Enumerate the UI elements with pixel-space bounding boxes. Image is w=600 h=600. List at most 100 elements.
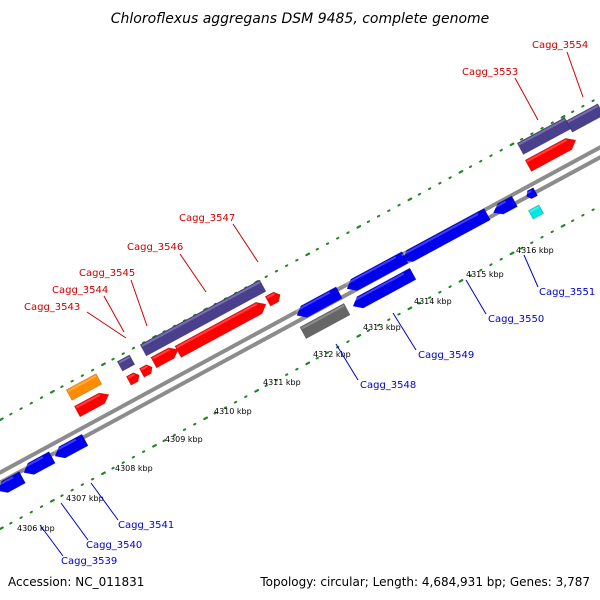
lower-track-dot	[356, 334, 362, 338]
kbp-tick-label: 4315 kbp	[466, 270, 504, 279]
lower-track-dot	[530, 241, 534, 245]
lower-track-dot	[295, 367, 299, 371]
kbp-tick-label: 4308 kbp	[115, 464, 153, 473]
upper-track-dot	[141, 341, 146, 345]
kbp-tick-label: 4309 kbp	[165, 435, 203, 444]
upper-track-dot	[315, 247, 319, 251]
lower-track-dot	[0, 526, 4, 531]
upper-track-dot	[264, 275, 268, 279]
leader-line	[39, 524, 64, 557]
lower-track-dot	[376, 323, 381, 327]
upper-track-dot	[387, 209, 391, 213]
upper-track-dot	[295, 258, 299, 262]
upper-track-dot	[570, 110, 575, 114]
upper-track-dot	[366, 220, 371, 224]
lower-track-dot	[203, 416, 209, 421]
leader-line	[86, 311, 127, 339]
upper-track-dot	[325, 242, 330, 246]
gene-label-cagg-3550[interactable]: Cagg_3550	[488, 314, 544, 325]
lower-track-dot	[213, 411, 217, 415]
lower-track-dot	[417, 301, 422, 305]
upper-track-dot	[274, 269, 279, 273]
gene-label-cagg-3546[interactable]: Cagg_3546	[127, 242, 183, 253]
lower-track-dot	[9, 521, 13, 525]
upper-track-dot	[305, 252, 311, 257]
lower-track-dot	[274, 378, 279, 382]
gene-features	[0, 103, 600, 493]
gene-label-cagg-3548[interactable]: Cagg_3548	[360, 380, 416, 391]
lower-track-dot	[131, 455, 136, 459]
gene-orange-block	[65, 373, 103, 401]
upper-track-dot	[29, 401, 33, 405]
gene-cagg-3551-block	[525, 187, 538, 200]
gene-red-block-e	[174, 302, 267, 358]
lower-track-dot	[458, 279, 464, 283]
lower-track-dot	[468, 274, 473, 278]
upper-track-dot	[468, 165, 473, 169]
upper-track-dot	[427, 187, 432, 191]
upper-track-dot	[376, 214, 381, 218]
gene-red-block-b	[126, 372, 140, 386]
upper-track-dot	[591, 99, 595, 103]
lower-track-dot	[90, 477, 95, 481]
upper-track-dot	[60, 385, 64, 389]
lower-track-dot	[121, 461, 125, 465]
upper-track-dot	[530, 132, 534, 136]
lower-track-dot	[223, 406, 228, 410]
leader-line	[60, 502, 89, 541]
gene-red-block-f	[264, 291, 281, 307]
lower-track-dot	[581, 213, 585, 217]
gene-label-cagg-3553[interactable]: Cagg_3553	[462, 67, 518, 78]
gene-label-cagg-3551[interactable]: Cagg_3551	[539, 287, 595, 298]
gene-label-cagg-3539[interactable]: Cagg_3539	[61, 556, 117, 567]
gene-label-cagg-3541[interactable]: Cagg_3541	[118, 520, 174, 531]
upper-track-dot	[509, 142, 515, 147]
lower-track-dot	[39, 505, 44, 509]
upper-track-dot	[407, 197, 413, 202]
lower-track-dot	[499, 257, 503, 261]
genome-summary-text: Topology: circular; Length: 4,684,931 bp…	[259, 575, 590, 589]
upper-track-dot	[19, 407, 23, 411]
gene-label-cagg-3554[interactable]: Cagg_3554	[532, 40, 588, 51]
upper-track-dot	[0, 417, 4, 422]
lower-track-dot	[141, 450, 146, 454]
leader-line	[130, 279, 148, 327]
kbp-tick-label: 4312 kbp	[313, 350, 351, 359]
upper-track-dot	[519, 137, 524, 141]
gene-cagg-3540-block	[22, 451, 56, 475]
lower-track-dot	[193, 422, 197, 426]
upper-track-dot	[448, 176, 452, 180]
upper-track-dot	[458, 170, 464, 174]
upper-track-dot	[9, 412, 13, 416]
gene-cagg-3547-block	[139, 279, 267, 357]
gene-label-cagg-3543[interactable]: Cagg_3543	[24, 302, 80, 313]
accession-text: Accession: NC_011831	[8, 575, 144, 589]
lower-track-dot	[366, 329, 371, 333]
leader-line	[179, 253, 207, 293]
lower-track-dot	[29, 510, 33, 514]
lower-track-dot	[448, 285, 452, 289]
lower-track-dot	[591, 208, 595, 212]
gene-label-cagg-3545[interactable]: Cagg_3545	[79, 268, 135, 279]
gene-red-block-d	[150, 347, 179, 369]
upper-track-dot	[397, 203, 401, 207]
leader-line	[335, 343, 359, 381]
lower-track-dot	[19, 516, 23, 520]
lower-track-dot	[550, 230, 554, 234]
gene-label-cagg-3544[interactable]: Cagg_3544	[52, 285, 108, 296]
gene-blue-block-c	[491, 195, 518, 215]
upper-track-dot	[550, 121, 554, 125]
gene-red-block-g	[524, 137, 577, 172]
gene-label-cagg-3549[interactable]: Cagg_3549	[418, 350, 474, 361]
gene-label-cagg-3547[interactable]: Cagg_3547	[179, 213, 235, 224]
lower-track-dot	[172, 433, 176, 437]
kbp-tick-label: 4314 kbp	[414, 297, 452, 306]
upper-track-dot	[489, 154, 493, 158]
gene-label-cagg-3540[interactable]: Cagg_3540	[86, 540, 142, 551]
lower-track-dot	[489, 263, 493, 267]
gene-cagg-3544-block	[116, 354, 136, 372]
upper-track-dot	[121, 352, 125, 356]
leader-line	[566, 51, 584, 98]
lower-track-dot	[397, 312, 401, 316]
